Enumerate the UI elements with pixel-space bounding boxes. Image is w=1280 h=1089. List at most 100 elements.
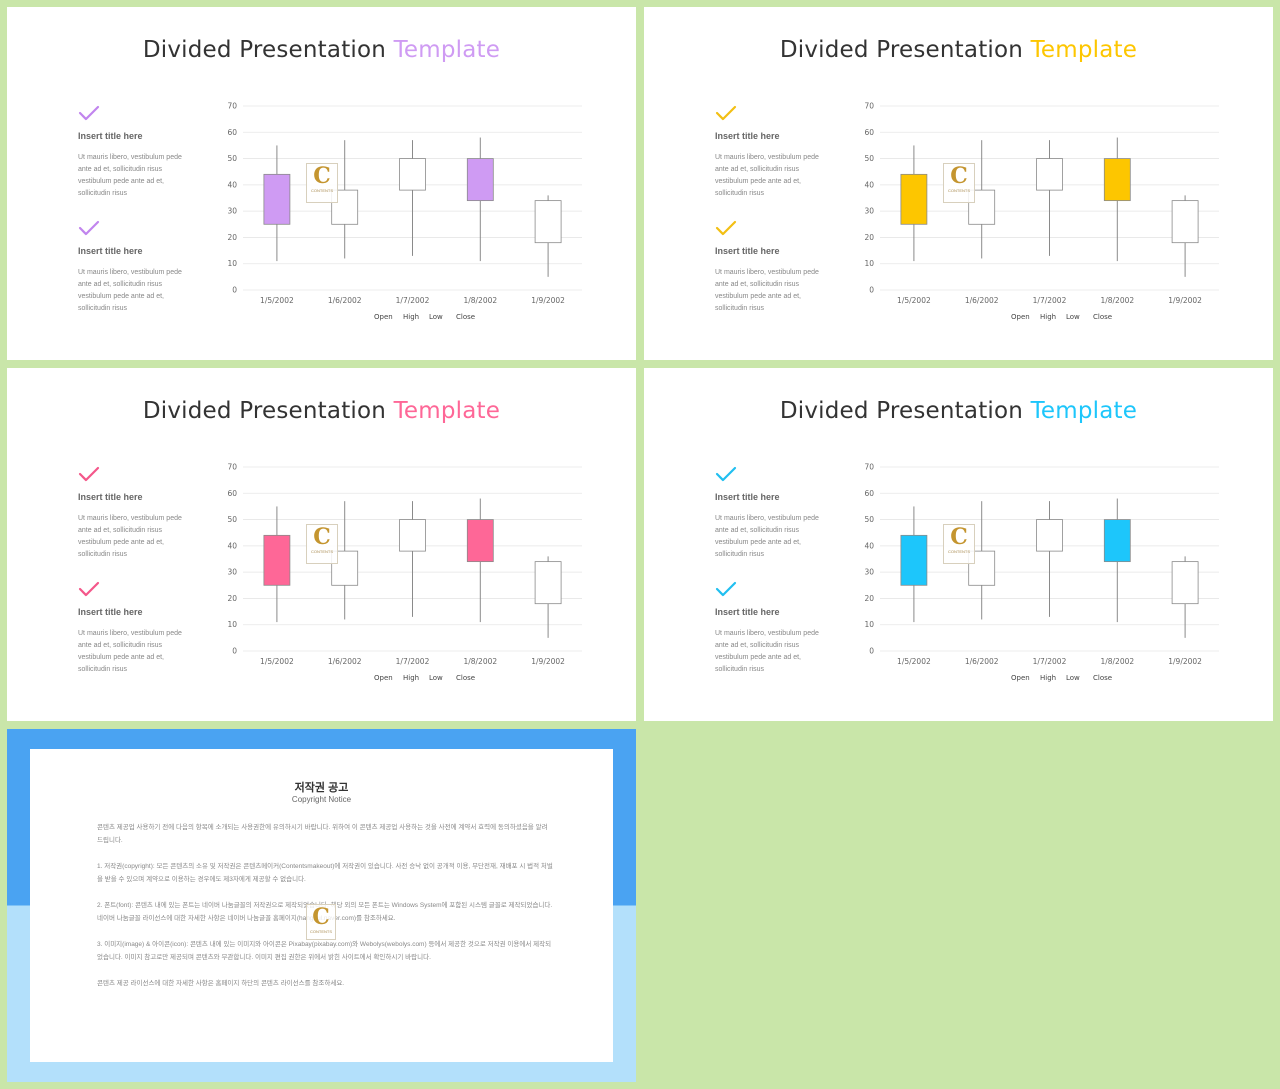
text-item: Insert title here Ut mauris libero, vest…: [78, 580, 198, 676]
candle-body: [1036, 519, 1063, 552]
y-tick-label: 70: [227, 463, 237, 472]
legend-entry: Close: [456, 674, 475, 682]
item-title: Insert title here: [78, 131, 143, 141]
item-body: Ut mauris libero, vestibulum pede ante a…: [78, 154, 182, 197]
watermark-letter: C: [313, 163, 331, 189]
legend-entry: Low: [1066, 313, 1080, 321]
copyright-paragraph: 콘텐츠 제공업 사용하기 전에 다음의 항목에 소개되는 사용권한에 유의하시기…: [97, 824, 548, 844]
checkmark-icon: [715, 581, 737, 597]
candle-body: [534, 200, 562, 244]
candle-body: [263, 534, 291, 586]
copyright-title: 저작권 공고: [294, 782, 349, 794]
slide-title: Divided Presentation Template: [644, 398, 1273, 424]
copyright-paragraph: 콘텐츠 제공 라이선스에 대한 자세한 사항은 홈페이지 하단의 콘텐츠 라이선…: [97, 980, 345, 987]
x-tick-label: 1/7/2002: [396, 296, 430, 305]
y-tick-label: 10: [864, 259, 874, 268]
x-tick-label: 1/5/2002: [260, 296, 294, 305]
x-tick-label: 1/6/2002: [328, 296, 362, 305]
x-tick-label: 1/8/2002: [463, 657, 497, 666]
watermark-logo: C CONTENTS: [943, 163, 975, 203]
y-tick-label: 50: [227, 515, 237, 524]
slide-title: Divided Presentation Template: [644, 37, 1273, 63]
y-tick-label: 50: [227, 154, 237, 163]
candle-body: [1171, 200, 1199, 244]
legend-entry: Low: [429, 313, 443, 321]
y-tick-label: 70: [227, 102, 237, 111]
item-body: Ut mauris libero, vestibulum pede ante a…: [78, 630, 182, 673]
slide-title: Divided Presentation Template: [7, 398, 636, 424]
text-item: Insert title here Ut mauris libero, vest…: [715, 219, 835, 315]
legend-entry: Open: [1011, 674, 1030, 682]
item-body: Ut mauris libero, vestibulum pede ante a…: [78, 269, 182, 312]
y-tick-label: 70: [864, 102, 874, 111]
watermark-text: CONTENTS: [310, 929, 332, 934]
watermark-logo: C CONTENTS: [306, 904, 336, 940]
y-tick-label: 20: [227, 594, 237, 603]
y-tick-label: 10: [864, 620, 874, 629]
y-tick-label: 40: [227, 180, 237, 189]
legend-entry: Open: [374, 313, 393, 321]
y-tick-label: 60: [227, 128, 237, 137]
checkmark-icon: [78, 581, 100, 597]
checkmark-icon: [78, 220, 100, 236]
legend-entry: Open: [374, 674, 393, 682]
checkmark-icon: [715, 105, 737, 121]
x-tick-label: 1/8/2002: [1100, 296, 1134, 305]
y-tick-label: 60: [227, 489, 237, 498]
copyright-paragraph: 3. 이미지(image) & 아이콘(icon): 콘텐츠 내에 있는 이미지…: [97, 941, 552, 961]
y-tick-label: 40: [864, 180, 874, 189]
y-tick-label: 30: [227, 207, 237, 216]
item-title: Insert title here: [715, 607, 780, 617]
x-tick-label: 1/7/2002: [396, 657, 430, 666]
slide-thumbnail[interactable]: Divided Presentation Template Insert tit…: [644, 7, 1273, 360]
watermark-logo: C CONTENTS: [306, 524, 338, 564]
x-tick-label: 1/9/2002: [531, 657, 565, 666]
legend-entry: Low: [429, 674, 443, 682]
text-item: Insert title here Ut mauris libero, vest…: [78, 104, 198, 200]
slide-title: Divided Presentation Template: [7, 37, 636, 63]
legend-entry: High: [403, 313, 419, 321]
legend-entry: Close: [1093, 674, 1112, 682]
y-tick-label: 60: [864, 489, 874, 498]
x-tick-label: 1/7/2002: [1033, 296, 1067, 305]
checkmark-icon: [715, 466, 737, 482]
candle-body: [466, 158, 494, 202]
item-title: Insert title here: [78, 246, 143, 256]
x-tick-label: 1/8/2002: [1100, 657, 1134, 666]
slide-thumbnail[interactable]: Divided Presentation Template Insert tit…: [644, 368, 1273, 721]
x-tick-label: 1/9/2002: [531, 296, 565, 305]
y-tick-label: 20: [864, 594, 874, 603]
x-tick-label: 1/8/2002: [463, 296, 497, 305]
y-tick-label: 0: [232, 286, 237, 295]
text-item: Insert title here Ut mauris libero, vest…: [715, 104, 835, 200]
candle-body: [466, 519, 494, 563]
candle-body: [1036, 158, 1063, 191]
y-tick-label: 40: [864, 541, 874, 550]
item-title: Insert title here: [715, 492, 780, 502]
candle-body: [263, 173, 291, 225]
candle-body: [900, 534, 928, 586]
watermark-text: CONTENTS: [948, 188, 970, 193]
candle-body: [1103, 158, 1131, 202]
copyright-card: 저작권 공고 Copyright Notice 콘텐츠 제공업 사용하기 전에 …: [30, 749, 613, 1062]
x-tick-label: 1/6/2002: [965, 296, 999, 305]
watermark-text: CONTENTS: [948, 549, 970, 554]
item-body: Ut mauris libero, vestibulum pede ante a…: [715, 515, 819, 558]
y-tick-label: 20: [864, 233, 874, 242]
y-tick-label: 0: [869, 647, 874, 656]
y-tick-label: 60: [864, 128, 874, 137]
watermark-letter: C: [950, 524, 968, 550]
candle-body: [534, 561, 562, 605]
item-body: Ut mauris libero, vestibulum pede ante a…: [715, 269, 819, 312]
watermark-letter: C: [313, 524, 331, 550]
x-tick-label: 1/5/2002: [897, 657, 931, 666]
candlestick-chart: 0 10 20 30 40 50 60 70 1/5/2002 1/6/2002 1/7/2002 1…: [227, 102, 582, 321]
item-body: Ut mauris libero, vestibulum pede ante a…: [78, 515, 182, 558]
legend-entry: Open: [1011, 313, 1030, 321]
item-title: Insert title here: [715, 131, 780, 141]
copyright-slide[interactable]: 저작권 공고 Copyright Notice 콘텐츠 제공업 사용하기 전에 …: [7, 729, 636, 1082]
slide-thumbnail[interactable]: Divided Presentation Template Insert tit…: [7, 7, 636, 360]
watermark-letter: C: [950, 163, 968, 189]
slide-thumbnail[interactable]: Divided Presentation Template Insert tit…: [7, 368, 636, 721]
candle-body: [399, 158, 426, 191]
